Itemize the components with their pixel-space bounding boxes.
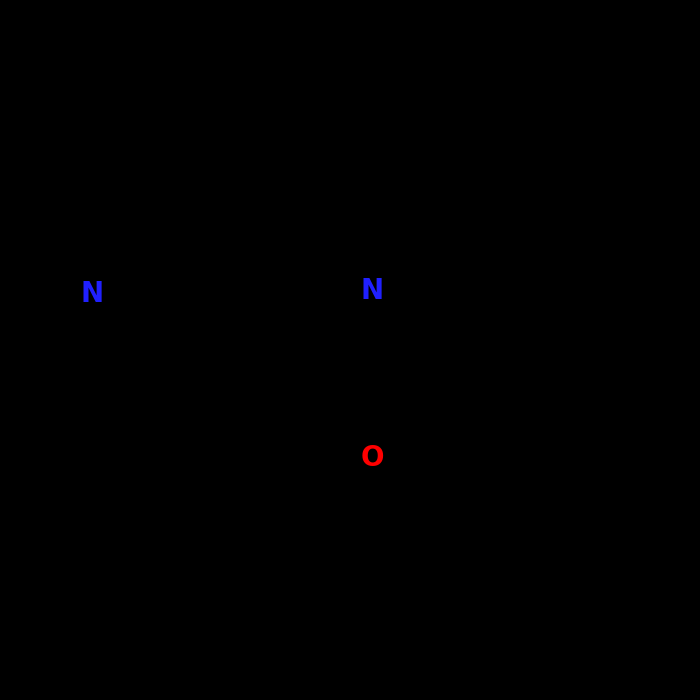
Text: O: O <box>360 444 384 472</box>
Text: N: N <box>80 280 104 308</box>
Text: N: N <box>360 277 384 305</box>
